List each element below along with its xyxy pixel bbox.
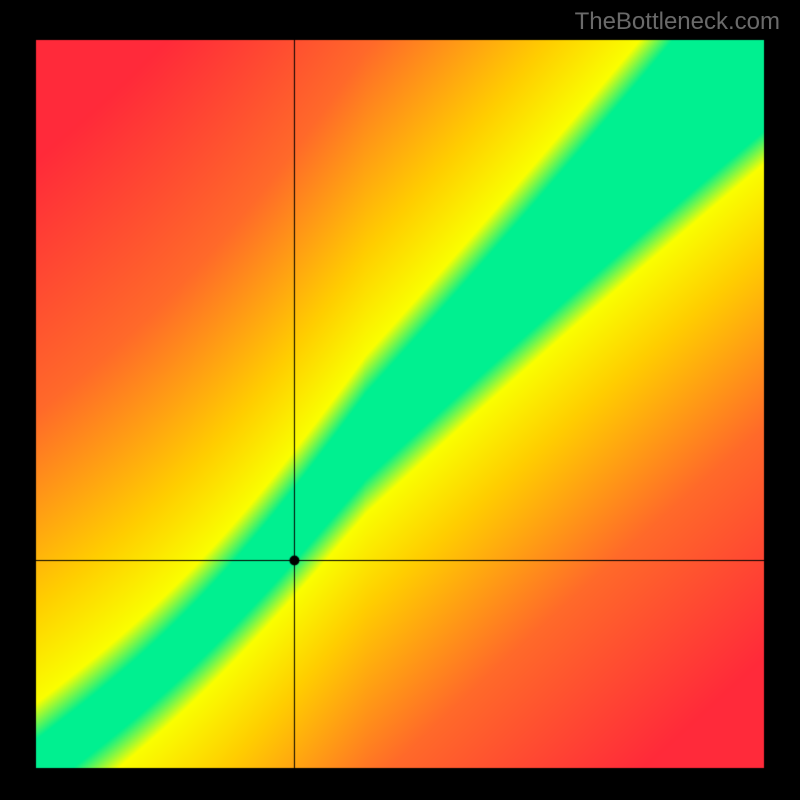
figure-container: TheBottleneck.com: [0, 0, 800, 800]
watermark-text: TheBottleneck.com: [575, 8, 780, 36]
bottleneck-heatmap: [0, 0, 800, 800]
